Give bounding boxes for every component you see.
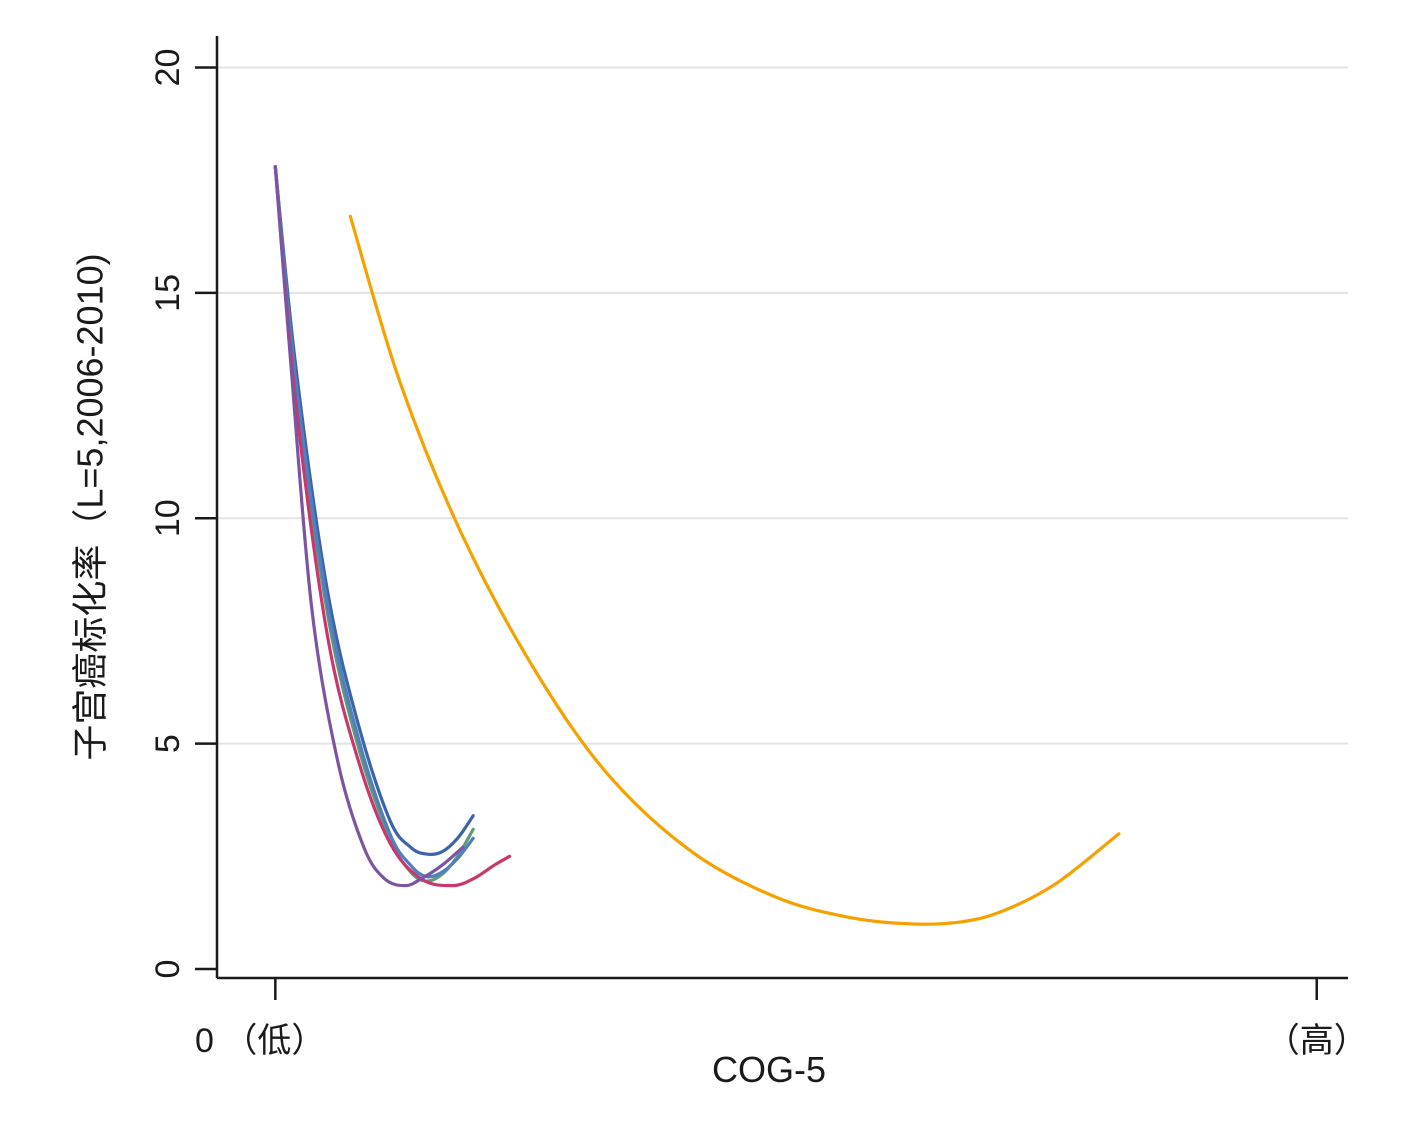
x-tick-left-label: 0 （低）	[195, 1022, 325, 1060]
y-tick-label: 20	[149, 49, 187, 87]
y-tick-label: 5	[149, 734, 187, 753]
series-line-6	[348, 214, 1121, 926]
series-lines	[273, 165, 1121, 926]
x-axis-title: COG-5	[712, 1049, 826, 1090]
y-axis-title: 子宫癌标化率（L=5,2006-2010)	[70, 253, 111, 760]
axes	[215, 36, 1348, 980]
x-tick-right-label: （高）	[1266, 1022, 1368, 1060]
series-line-3	[273, 165, 475, 879]
y-ticks: 0 5 10 15 20	[149, 49, 217, 979]
y-tick-label: 10	[149, 499, 187, 537]
y-tick-label: 0	[149, 960, 187, 979]
series-line-1	[273, 165, 475, 856]
y-tick-label: 15	[149, 274, 187, 312]
gridlines	[217, 66, 1348, 745]
series-line-5	[273, 165, 465, 888]
series-line-4	[273, 165, 512, 888]
x-ticks: 0 （低） （高）	[195, 978, 1368, 1060]
